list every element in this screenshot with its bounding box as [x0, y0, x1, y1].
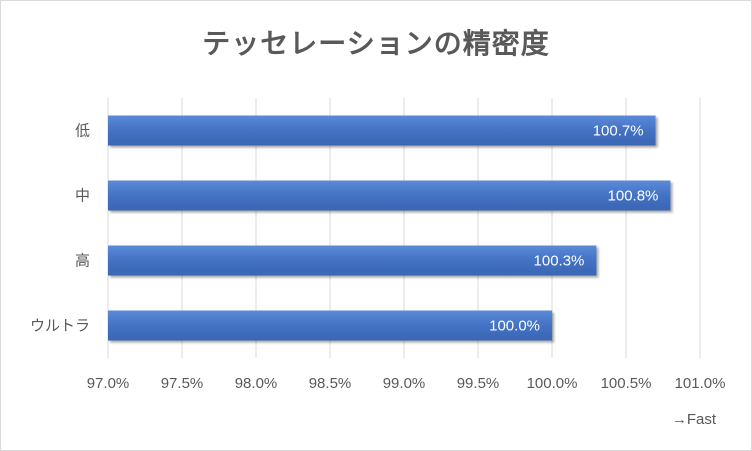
bar-data-label: 100.3% — [534, 253, 585, 270]
x-tick-label: 100.0% — [527, 375, 578, 392]
category-label: 中 — [75, 187, 90, 205]
category-label: 低 — [75, 122, 90, 140]
x-tick-label: 101.0% — [675, 375, 726, 392]
x-axis-ticks: 97.0% 97.5% 98.0% 98.5% 99.0% 99.5% 100.0% 100.… — [87, 375, 726, 392]
x-tick-label: 98.5% — [309, 375, 352, 392]
bar — [108, 310, 552, 341]
x-tick-label: 99.0% — [383, 375, 426, 392]
bar-data-label: 100.0% — [489, 318, 540, 335]
fast-annotation: →Fast — [671, 411, 716, 428]
bars: 100.7% 100.8% 100.3% 100.0% — [108, 115, 671, 341]
category-label: ウルトラ — [30, 317, 90, 335]
x-tick-label: 98.0% — [235, 375, 278, 392]
chart-title: テッセレーションの精密度 — [202, 27, 550, 60]
bar — [108, 115, 656, 146]
bar-data-label: 100.8% — [608, 188, 659, 205]
bar-data-label: 100.7% — [593, 123, 644, 140]
x-tick-label: 100.5% — [601, 375, 652, 392]
x-tick-label: 99.5% — [457, 375, 500, 392]
bar — [108, 180, 671, 211]
x-tick-label: 97.0% — [87, 375, 130, 392]
x-tick-label: 97.5% — [161, 375, 204, 392]
category-label: 高 — [75, 252, 90, 270]
bar — [108, 245, 597, 276]
